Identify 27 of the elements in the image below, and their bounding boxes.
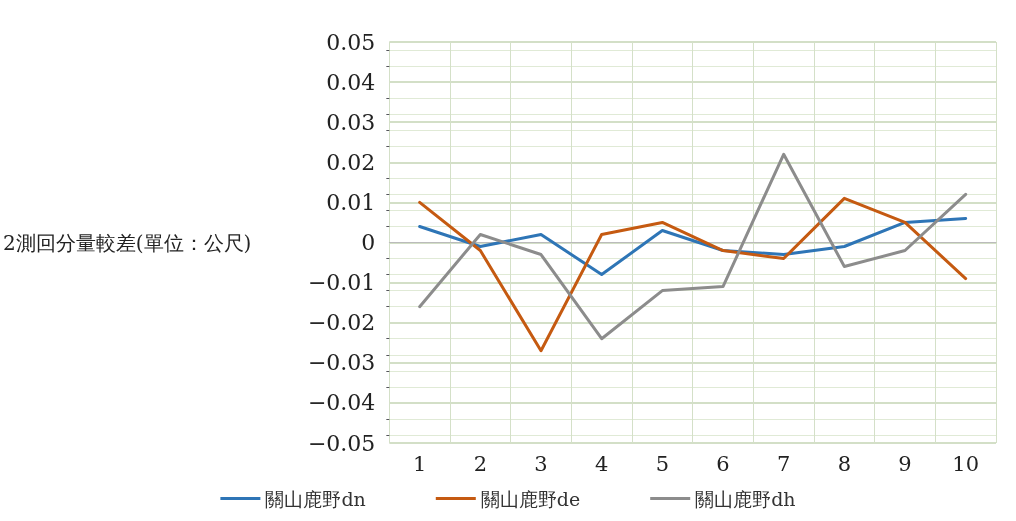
x-tick-label: 5 <box>655 451 670 476</box>
y-tick-label: 0.05 <box>326 29 376 55</box>
y-tick-label: 0.03 <box>326 109 376 135</box>
x-tick-label: 1 <box>412 451 427 476</box>
line-series <box>418 152 968 341</box>
y-tick-label: −0.04 <box>307 390 376 416</box>
x-tick-label: 6 <box>716 451 730 476</box>
x-tick-label: 9 <box>898 451 912 476</box>
y-tick-label: −0.01 <box>307 270 376 296</box>
y-tick-label: −0.03 <box>307 350 376 376</box>
y-tick-label: 0.02 <box>326 149 376 175</box>
y-tick-label: −0.02 <box>307 310 376 336</box>
legend-label: 關山鹿野de <box>480 487 581 510</box>
y-axis-title: 2測回分量較差(單位：公尺) <box>2 230 252 255</box>
x-tick-label: 10 <box>952 451 980 476</box>
line-series <box>418 196 968 353</box>
x-tick-label: 4 <box>594 451 609 476</box>
legend-label: 關山鹿野dh <box>695 487 796 510</box>
legend-label: 關山鹿野dn <box>265 487 366 510</box>
y-tick-label: −0.05 <box>307 430 376 456</box>
x-tick-label: 2 <box>473 451 488 476</box>
y-tick-label: 0.01 <box>326 189 376 215</box>
x-tick-label: 7 <box>776 451 791 476</box>
y-tick-label: 0.04 <box>326 69 376 95</box>
x-tick-label: 8 <box>837 451 852 476</box>
y-tick-label: 0 <box>361 230 376 255</box>
x-tick-label: 3 <box>534 451 548 476</box>
